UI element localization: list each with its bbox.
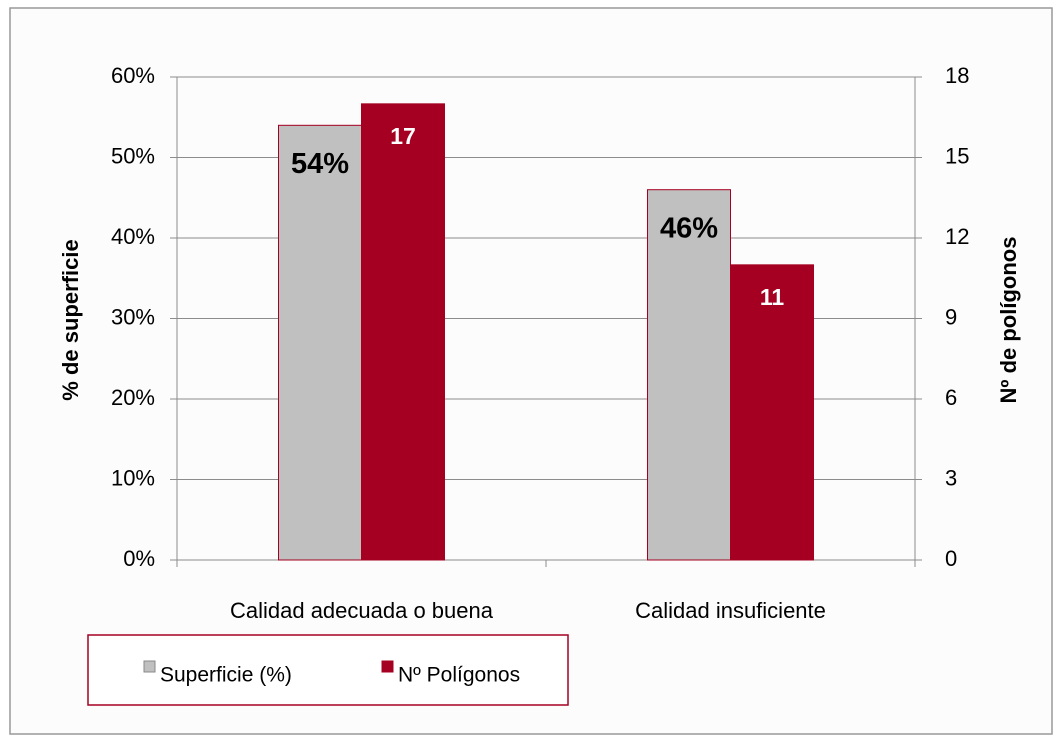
y2-tick-label: 0	[945, 546, 957, 571]
y2-tick-label: 18	[945, 63, 969, 88]
y-tick-label: 40%	[111, 224, 155, 249]
data-label: 54%	[291, 148, 349, 180]
y-tick-label: 60%	[111, 63, 155, 88]
y2-axis-label: Nº de polígonos	[996, 237, 1021, 404]
bar	[361, 103, 445, 561]
y2-tick-label: 15	[945, 143, 969, 168]
bar	[278, 124, 362, 561]
y-tick-label: 20%	[111, 385, 155, 410]
y2-tick-label: 6	[945, 385, 957, 410]
y-tick-label: 10%	[111, 465, 155, 490]
legend-label: Nº Polígonos	[398, 664, 520, 687]
legend-swatch	[143, 660, 156, 673]
x-tick-label: Calidad adecuada o buena	[230, 598, 494, 623]
legend-swatch	[381, 660, 394, 673]
data-label: 46%	[660, 212, 718, 244]
y-tick-label: 50%	[111, 143, 155, 168]
data-label: 17	[390, 123, 416, 149]
y-tick-label: 30%	[111, 304, 155, 329]
legend-label: Superficie (%)	[160, 664, 292, 687]
y-axis-label: % de superficie	[58, 239, 83, 400]
data-label: 11	[760, 284, 785, 310]
bar	[730, 264, 814, 561]
x-tick-label: Calidad insuficiente	[635, 598, 826, 623]
y2-tick-label: 3	[945, 465, 957, 490]
legend	[87, 634, 569, 706]
chart-frame	[9, 7, 1053, 735]
y2-tick-label: 9	[945, 304, 957, 329]
y-tick-label: 0%	[123, 546, 155, 571]
bar	[647, 189, 731, 561]
y2-tick-label: 12	[945, 224, 969, 249]
